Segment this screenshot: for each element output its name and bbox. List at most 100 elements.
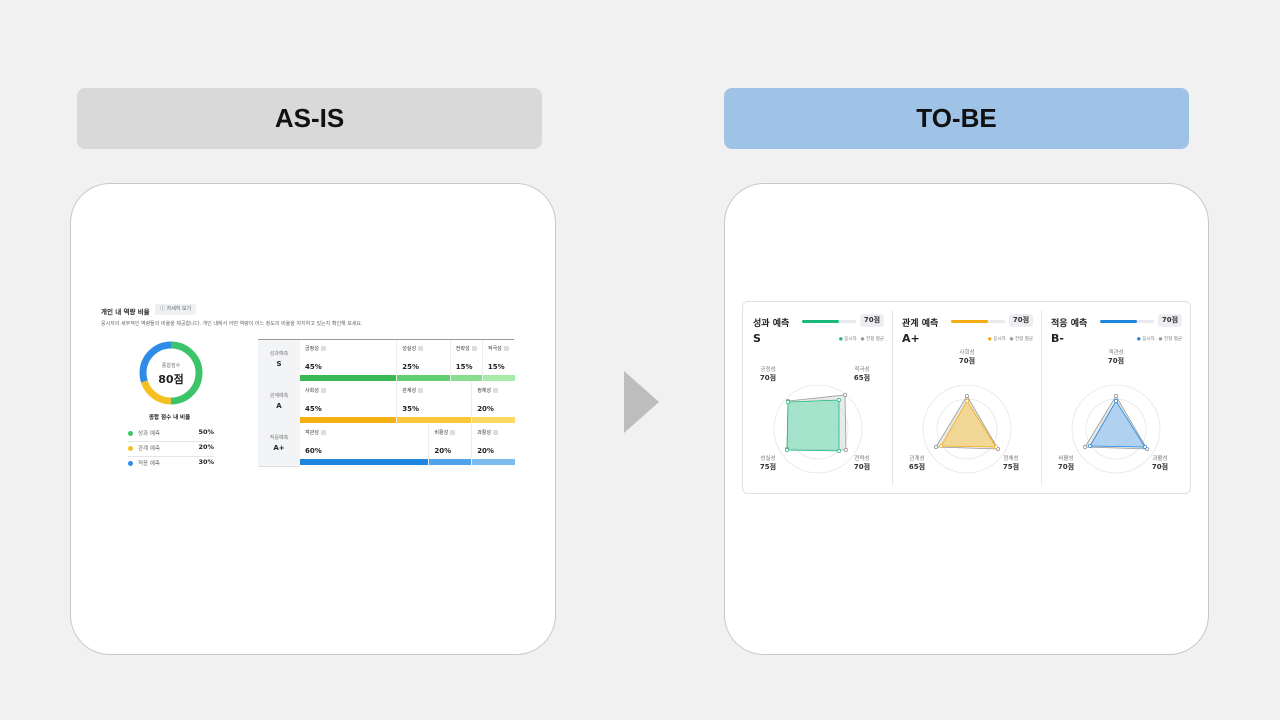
- cell-value: 20%: [434, 447, 452, 455]
- radar-axis-label: 성실성 75점: [753, 454, 783, 472]
- row-label-cell: 관계예측 A: [258, 382, 300, 425]
- radar-chart: [773, 384, 863, 474]
- legend-me-dot: ●: [1136, 337, 1143, 342]
- row-label-cell: 성과예측 S: [258, 340, 300, 383]
- info-tag-icon: [320, 388, 326, 393]
- card-grade: B-: [1051, 332, 1064, 345]
- legend-me-dot: ●: [838, 337, 845, 342]
- info-tag-icon: [493, 430, 498, 435]
- asis-panel: 개인 내 역량 비율 ⓘ 자세히 보기 응시자의 세부적인 역량들의 비율을 제…: [70, 183, 556, 655]
- cell-value: 35%: [402, 405, 420, 413]
- table-cell: 사회성 45%: [300, 382, 397, 424]
- prediction-card: 관계 예측 70점 A+ ● 응시자 ● 전형 평균 사회성 70점 정체성 75점 관계성 65점: [892, 302, 1041, 493]
- radar-applicant-point: [1143, 445, 1147, 449]
- radar-applicant-point: [1114, 399, 1118, 403]
- info-tag-icon: [450, 430, 456, 435]
- radar-applicant-point: [1088, 444, 1092, 448]
- cell-value: 45%: [305, 405, 322, 413]
- radar-axis-label: 사회성 70점: [952, 348, 982, 366]
- cell-value: 20%: [477, 405, 494, 413]
- table-cell: 비활성 20%: [428, 424, 473, 466]
- radar-applicant-point: [837, 449, 841, 453]
- legend-item: 관계 예측 20%: [128, 443, 214, 457]
- score-progress: [951, 320, 988, 323]
- cell-value: 60%: [305, 447, 322, 455]
- row-grade: A+: [273, 444, 285, 452]
- axis-value: 70점: [759, 374, 777, 382]
- legend-avg-dot: ●: [1009, 337, 1015, 342]
- table-cell: 적극성 15%: [481, 340, 515, 382]
- table-top-border: [258, 339, 514, 340]
- axis-name: 객관성: [1108, 350, 1124, 356]
- radar-applicant-area: [786, 399, 840, 452]
- radar-average-point: [844, 448, 848, 452]
- legend-dot: [128, 446, 133, 451]
- radar-axis-label: 적극성 65점: [847, 365, 877, 383]
- prediction-card: 성과 예측 70점 S ● 응시자 ● 전형 평균 긍정성 70점 적극성 65점 전략성 70점 성…: [743, 302, 892, 493]
- info-tag-icon: [418, 346, 424, 351]
- axis-value: 65점: [908, 463, 926, 471]
- radar-applicant-point: [939, 444, 943, 448]
- cell-title: 과활성: [477, 429, 498, 436]
- legend-avg-dot: ●: [1158, 337, 1164, 342]
- row-grade: S: [276, 360, 282, 368]
- radar-average-point: [1083, 445, 1087, 449]
- axis-value: 75점: [1002, 463, 1020, 471]
- ratio-bar: [300, 459, 429, 465]
- radar-applicant-area: [1089, 400, 1146, 448]
- radar-axis-label: 정체성 75점: [996, 454, 1026, 472]
- legend-value: 30%: [198, 458, 214, 466]
- cell-title: 긍정성: [305, 345, 326, 352]
- cell-title: 비활성: [434, 429, 456, 436]
- axis-name: 적극성: [854, 367, 870, 373]
- card-title: 적응 예측: [1051, 319, 1088, 329]
- axis-name: 과활성: [1152, 456, 1168, 462]
- arrow-right-icon: [624, 371, 659, 433]
- cell-value: 45%: [305, 363, 322, 371]
- axis-value: 70점: [1057, 463, 1075, 471]
- cell-title: 관계성: [402, 387, 424, 394]
- cell-value: 15%: [487, 363, 505, 371]
- cell-title: 전략성: [456, 345, 477, 352]
- competency-table: 성과예측 S 긍정성 45% 성실성 25% 전략성 15% 적극성 15% 관계예측 A 사회성 45%…: [258, 339, 515, 468]
- ratio-bar: [429, 459, 473, 465]
- info-tag-icon: [418, 388, 424, 393]
- legend-avg-label: 전형 평균: [1015, 337, 1033, 342]
- cell-title: 성실성: [402, 345, 424, 352]
- info-tag-icon: [320, 430, 326, 435]
- detail-button[interactable]: ⓘ 자세히 보기: [155, 304, 197, 315]
- radar-average-point: [965, 394, 969, 398]
- score-pill: 70점: [1158, 314, 1182, 327]
- radar-applicant-area: [940, 400, 997, 448]
- radar-axis-label: 객관성 70점: [1101, 348, 1131, 366]
- axis-value: 75점: [759, 463, 777, 471]
- radar-grid: [773, 384, 863, 474]
- radar-legend: ● 응시자 ● 전형 평균: [839, 336, 884, 342]
- legend-avg-label: 전형 평균: [866, 337, 884, 342]
- axis-name: 사회성: [959, 350, 975, 356]
- card-divider: [1041, 310, 1042, 485]
- donut-label: 종합점수: [161, 363, 181, 369]
- section-description: 응시자의 세부적인 역량들의 비율을 제공합니다. 개인 내에서 어떤 역량이 …: [101, 321, 363, 327]
- prediction-cards: 성과 예측 70점 S ● 응시자 ● 전형 평균 긍정성 70점 적극성 65점 전략성 70점 성…: [742, 301, 1191, 494]
- row-label: 적응예측: [269, 435, 289, 441]
- axis-value: 70점: [1107, 357, 1125, 365]
- card-divider: [892, 310, 893, 485]
- radar-legend: ● 응시자 ● 전형 평균: [1137, 336, 1182, 342]
- axis-value: 70점: [958, 357, 976, 365]
- card-title: 관계 예측: [902, 319, 939, 329]
- cell-title: 객관성: [305, 429, 326, 436]
- radar-axis-label: 관계성 65점: [902, 454, 932, 472]
- info-tag-icon: [503, 346, 509, 351]
- ratio-bar: [472, 459, 515, 465]
- table-cell: 관계성 35%: [396, 382, 473, 424]
- legend-me-label: 응시자: [1142, 337, 1155, 342]
- ratio-bar: [482, 375, 515, 381]
- radar-applicant-point: [837, 398, 841, 402]
- info-tag-icon: [493, 388, 498, 393]
- radar-average-point: [1114, 394, 1118, 398]
- legend-label: 성과 예측: [138, 431, 160, 437]
- tobe-panel: 성과 예측 70점 S ● 응시자 ● 전형 평균 긍정성 70점 적극성 65점 전략성 70점 성…: [724, 183, 1209, 655]
- ratio-bar: [472, 417, 515, 423]
- table-cell: 과활성 20%: [471, 424, 515, 466]
